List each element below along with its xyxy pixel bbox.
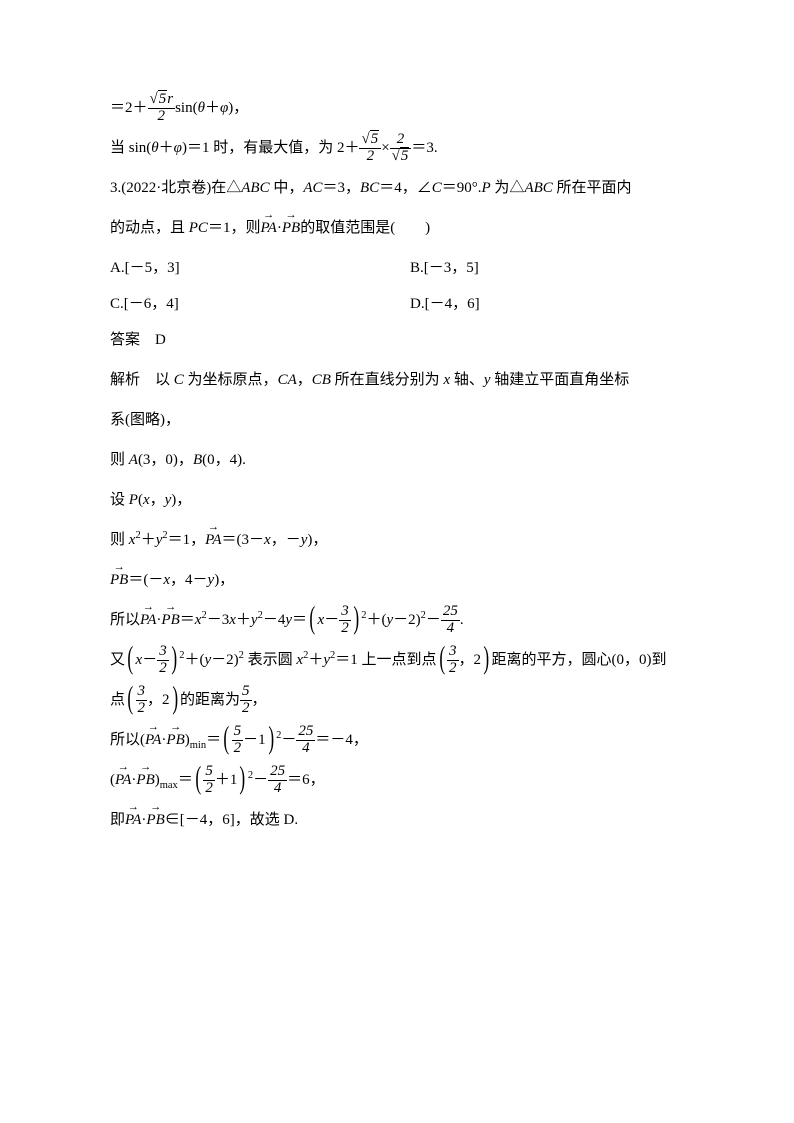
explain-line-7: 又(x－32)2＋(y－2)2 表示圆 x2＋y2＝1 上一点到点(32，2)距… — [110, 642, 684, 678]
explain-line-5: PB＝(－x，4－y)， — [110, 562, 684, 598]
explain-line-2: 则 A(3，0)，B(0，4). — [110, 442, 684, 478]
option-b: B.[－3，5] — [410, 250, 684, 286]
answer-line: 答案D — [110, 322, 684, 358]
explain-line-3: 设 P(x，y)， — [110, 482, 684, 518]
frac-sqrt5r-2: 5r2 — [148, 92, 176, 125]
option-d: D.[－4，6] — [410, 286, 684, 322]
sin-open: sin( — [175, 100, 198, 116]
explain-line-9: 所以(PA·PB)min＝(52－1)2－254＝－4， — [110, 722, 684, 758]
option-a: A.[－5，3] — [110, 250, 410, 286]
frac-2-sqrt5: 25 — [390, 132, 412, 165]
explain-line-10: (PA·PB)max＝(52＋1)2－254＝6， — [110, 762, 684, 798]
explain-line-1b: 系(图略)， — [110, 402, 684, 438]
eq-prefix: ＝2＋ — [110, 100, 148, 116]
option-c: C.[－6，4] — [110, 286, 410, 322]
explain-line-6: 所以PA·PB＝x2－3x＋y2－4y＝(x－32)2＋(y－2)2－254. — [110, 602, 684, 638]
vector-pb: PB — [282, 210, 300, 246]
explain-line-4: 则 x2＋y2＝1，PA＝(3－x，－y)， — [110, 522, 684, 558]
explain-line-1: 解析以 C 为坐标原点，CA，CB 所在直线分别为 x 轴、y 轴建立平面直角坐… — [110, 362, 684, 398]
equation-line-1: ＝2＋5r2sin(θ＋φ)， — [110, 90, 684, 126]
explain-line-8: 点(32，2)的距离为52， — [110, 682, 684, 718]
vector-pa: PA — [260, 210, 276, 246]
frac-sqrt5-2: 52 — [359, 132, 381, 165]
options-row-1: A.[－5，3] B.[－3，5] — [110, 250, 684, 286]
equation-line-2: 当 sin(θ＋φ)＝1 时，有最大值，为 2＋52×25＝3. — [110, 130, 684, 166]
question-3-stem-1: 3.(2022·北京卷)在△ABC 中，AC＝3，BC＝4，∠C＝90°.P 为… — [110, 170, 684, 206]
question-3-stem-2: 的动点，且 PC＝1，则PA·PB的取值范围是( ) — [110, 210, 684, 246]
options-row-2: C.[－6，4] D.[－4，6] — [110, 286, 684, 322]
explain-line-11: 即PA·PB∈[－4，6]，故选 D. — [110, 802, 684, 838]
